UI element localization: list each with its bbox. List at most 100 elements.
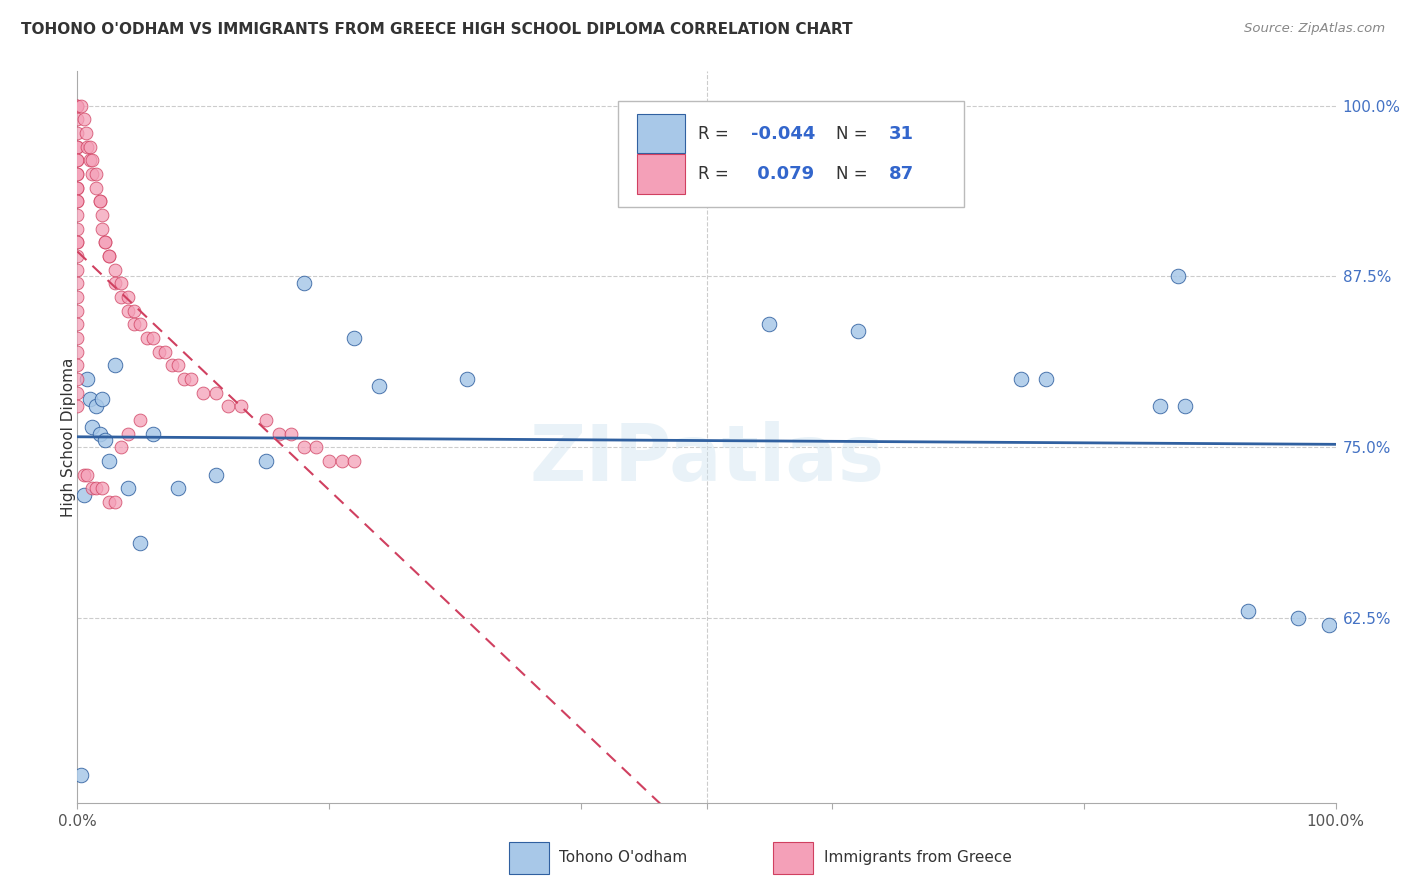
Point bbox=[1149, 400, 1171, 414]
Text: 87: 87 bbox=[889, 165, 914, 183]
Point bbox=[97, 249, 120, 263]
Point bbox=[97, 249, 120, 263]
Point bbox=[75, 126, 97, 140]
Point bbox=[66, 262, 89, 277]
Point bbox=[305, 440, 328, 454]
Point bbox=[79, 392, 101, 407]
Point bbox=[97, 495, 120, 509]
Point bbox=[1174, 400, 1197, 414]
Point bbox=[66, 194, 89, 209]
Text: -0.044: -0.044 bbox=[751, 125, 815, 143]
Point bbox=[82, 481, 104, 495]
Point bbox=[254, 413, 277, 427]
Text: Tohono O'odham: Tohono O'odham bbox=[560, 850, 688, 865]
Point bbox=[79, 139, 101, 153]
Point bbox=[70, 98, 93, 112]
Point bbox=[110, 290, 132, 304]
Point bbox=[167, 359, 190, 373]
Text: ZIPatlas: ZIPatlas bbox=[529, 421, 884, 497]
Point bbox=[66, 153, 89, 168]
Text: 31: 31 bbox=[889, 125, 914, 143]
Point bbox=[94, 235, 117, 250]
Text: 0.079: 0.079 bbox=[751, 165, 814, 183]
Point bbox=[1167, 269, 1189, 284]
Point bbox=[160, 359, 183, 373]
Point bbox=[91, 392, 114, 407]
Point bbox=[135, 331, 157, 345]
Point bbox=[66, 344, 89, 359]
Point bbox=[66, 318, 89, 332]
Point bbox=[456, 372, 478, 386]
Point bbox=[66, 277, 89, 291]
Point bbox=[110, 277, 132, 291]
Point bbox=[66, 167, 89, 181]
Point bbox=[97, 454, 120, 468]
Point bbox=[104, 359, 127, 373]
Point bbox=[84, 180, 107, 194]
Point bbox=[104, 262, 127, 277]
Point bbox=[142, 426, 165, 441]
Point bbox=[66, 249, 89, 263]
Point bbox=[66, 126, 89, 140]
Point bbox=[70, 768, 93, 782]
Point bbox=[129, 413, 152, 427]
Point bbox=[72, 112, 94, 127]
Point bbox=[267, 426, 290, 441]
Point bbox=[110, 440, 132, 454]
Point bbox=[66, 153, 89, 168]
Point bbox=[122, 303, 145, 318]
Point bbox=[94, 235, 117, 250]
Point bbox=[758, 318, 780, 332]
Point bbox=[91, 481, 114, 495]
Point bbox=[66, 385, 89, 400]
Text: Immigrants from Greece: Immigrants from Greece bbox=[824, 850, 1011, 865]
Point bbox=[66, 208, 89, 222]
Point bbox=[318, 454, 340, 468]
Point bbox=[84, 481, 107, 495]
Point bbox=[117, 303, 139, 318]
Point bbox=[129, 318, 152, 332]
Point bbox=[204, 385, 226, 400]
Point bbox=[66, 139, 89, 153]
Point bbox=[84, 167, 107, 181]
Point bbox=[117, 481, 139, 495]
Text: N =: N = bbox=[837, 165, 873, 183]
Point bbox=[66, 112, 89, 127]
Point bbox=[82, 153, 104, 168]
FancyBboxPatch shape bbox=[773, 841, 814, 874]
Point bbox=[76, 139, 98, 153]
Point bbox=[1236, 604, 1258, 618]
Point bbox=[89, 194, 111, 209]
Point bbox=[72, 467, 94, 482]
FancyBboxPatch shape bbox=[637, 154, 685, 194]
Point bbox=[66, 98, 89, 112]
FancyBboxPatch shape bbox=[637, 114, 685, 153]
Point bbox=[280, 426, 302, 441]
Point bbox=[104, 277, 127, 291]
Point bbox=[66, 221, 89, 235]
Point bbox=[292, 440, 315, 454]
Point bbox=[173, 372, 195, 386]
Point bbox=[82, 167, 104, 181]
Point bbox=[254, 454, 277, 468]
Point bbox=[191, 385, 215, 400]
Point bbox=[66, 400, 89, 414]
Point bbox=[229, 400, 252, 414]
Y-axis label: High School Diploma: High School Diploma bbox=[62, 358, 76, 516]
Point bbox=[66, 303, 89, 318]
Point bbox=[76, 467, 98, 482]
Point bbox=[91, 208, 114, 222]
Point bbox=[94, 434, 117, 448]
Point bbox=[1010, 372, 1032, 386]
Point bbox=[82, 420, 104, 434]
Point bbox=[104, 495, 127, 509]
Point bbox=[142, 331, 165, 345]
Point bbox=[343, 454, 366, 468]
Text: R =: R = bbox=[697, 165, 734, 183]
Text: N =: N = bbox=[837, 125, 873, 143]
Point bbox=[76, 372, 98, 386]
Point bbox=[91, 221, 114, 235]
Text: R =: R = bbox=[697, 125, 734, 143]
Point bbox=[846, 324, 869, 338]
Point bbox=[330, 454, 353, 468]
